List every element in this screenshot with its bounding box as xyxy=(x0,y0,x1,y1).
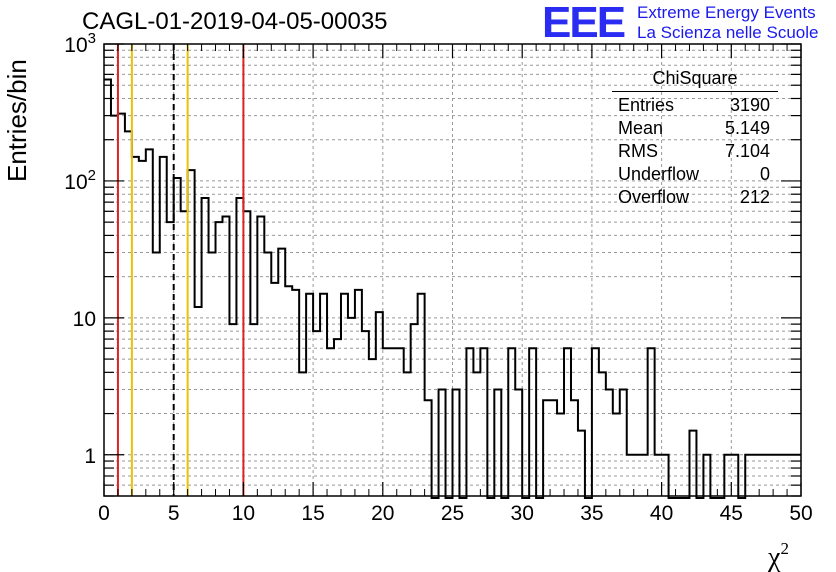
x-axis-label-chi: χ xyxy=(767,542,781,572)
x-tick-label: 5 xyxy=(168,502,180,525)
stats-row-entries: Entries 3190 xyxy=(608,95,778,118)
logo-text: Extreme Energy Events La Scienza nelle S… xyxy=(637,3,818,43)
y-tick-label: 1 xyxy=(84,445,96,468)
stats-label: Mean xyxy=(618,118,664,138)
stats-row-underflow: Underflow 0 xyxy=(608,164,778,187)
stats-value: 0 xyxy=(759,164,770,184)
stats-row-mean: Mean 5.149 xyxy=(608,118,778,141)
x-tick-label: 0 xyxy=(98,502,110,525)
x-tick-label: 40 xyxy=(650,502,673,525)
x-axis-label-sup: 2 xyxy=(780,539,789,558)
logo-line-1: Extreme Energy Events xyxy=(637,3,816,22)
stats-value: 7.104 xyxy=(724,141,770,161)
x-tick-label: 50 xyxy=(789,502,812,525)
y-tick-label: 10 xyxy=(73,308,96,331)
stats-label: Entries xyxy=(618,95,675,115)
stats-value: 5.149 xyxy=(724,118,770,138)
stats-label: Overflow xyxy=(618,187,690,207)
histogram-outline xyxy=(104,78,801,499)
x-tick-label: 30 xyxy=(511,502,534,525)
stats-value: 212 xyxy=(739,187,770,207)
x-tick-label: 20 xyxy=(371,502,394,525)
axis-ticks xyxy=(103,43,802,497)
y-tick-label: 102 xyxy=(64,167,96,194)
stats-box: ChiSquare Entries 3190 Mean 5.149 RMS 7.… xyxy=(608,68,778,210)
stats-row-overflow: Overflow 212 xyxy=(608,187,778,210)
x-tick-label: 35 xyxy=(580,502,603,525)
logo-line-2: La Scienza nelle Scuole xyxy=(637,23,819,42)
stats-label: Underflow xyxy=(618,164,700,184)
stats-value: 3190 xyxy=(729,95,770,115)
x-tick-label: 10 xyxy=(232,502,255,525)
stats-label: RMS xyxy=(618,141,658,161)
x-tick-label: 15 xyxy=(301,502,324,525)
eee-logo: EEE xyxy=(542,0,626,47)
stats-row-rms: RMS 7.104 xyxy=(608,141,778,164)
reference-lines xyxy=(116,44,245,496)
x-axis-label: χ2 xyxy=(767,539,789,572)
tick-labels: 0 5 10 15 20 25 30 35 40 45 50 1 10 102 103 xyxy=(64,30,812,525)
chart-title: CAGL-01-2019-04-05-00035 xyxy=(82,8,388,35)
x-tick-label: 45 xyxy=(720,502,743,525)
y-tick-label: 103 xyxy=(64,30,96,57)
x-tick-label: 25 xyxy=(441,502,464,525)
histogram-bars xyxy=(104,78,801,499)
stats-title: ChiSquare xyxy=(612,68,778,92)
